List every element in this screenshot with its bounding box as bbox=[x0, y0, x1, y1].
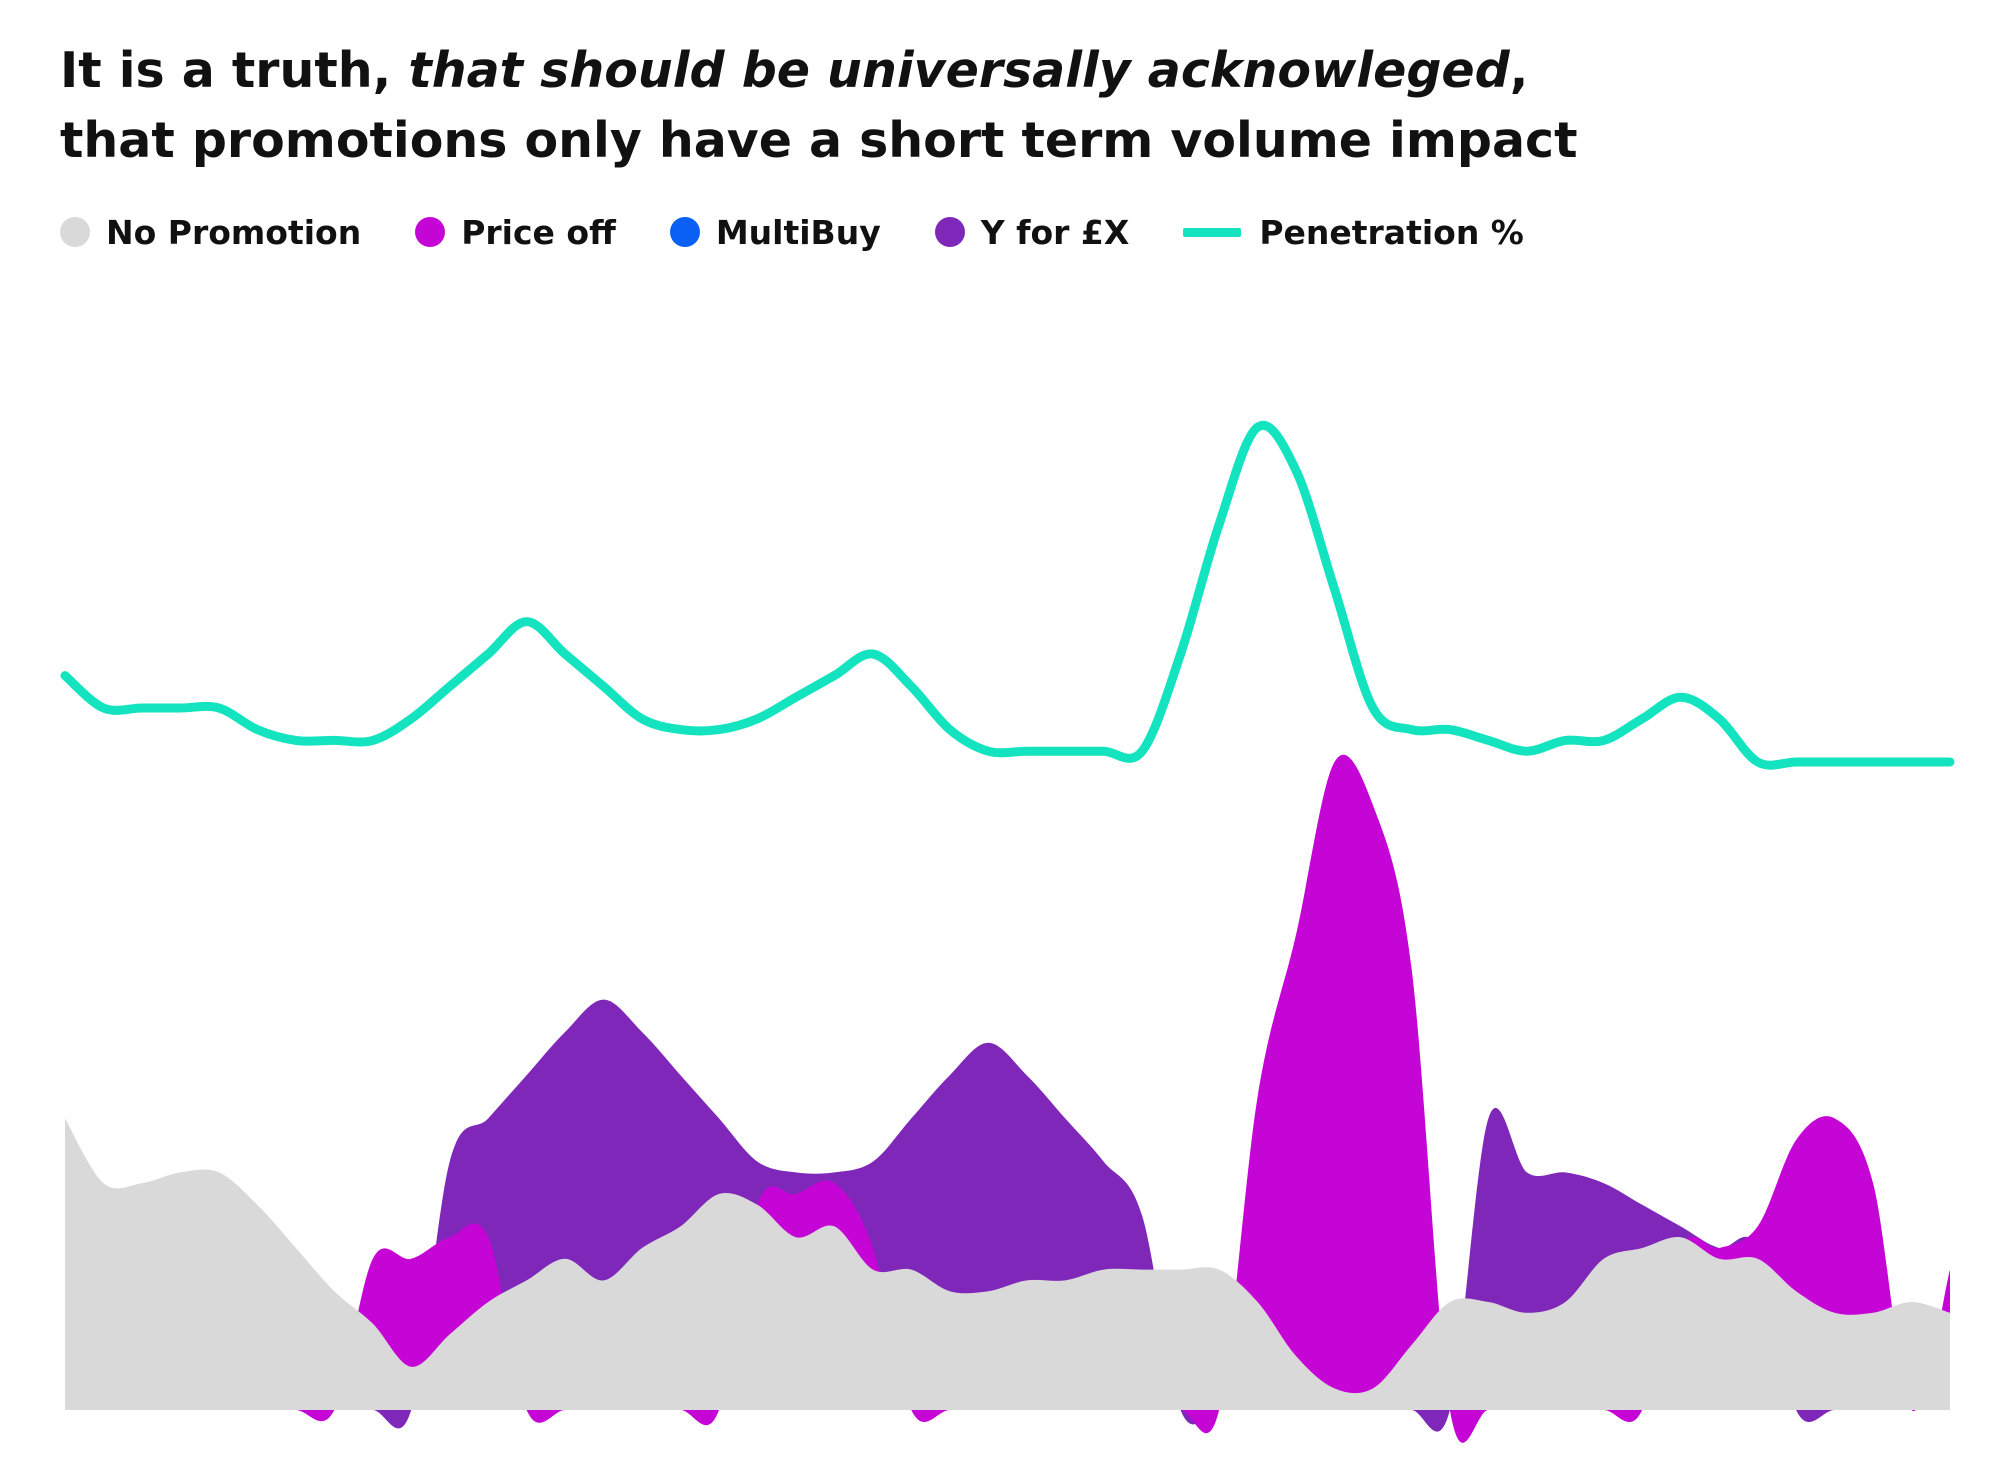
title-line2: that promotions only have a short term v… bbox=[60, 112, 1578, 169]
title-line1-italic: that should be universally acknowleged bbox=[408, 42, 1510, 99]
legend-label-no-promotion: No Promotion bbox=[106, 212, 362, 252]
legend-item-no-promotion: No Promotion bbox=[60, 213, 361, 252]
legend-label-y-for-x: Y for £X bbox=[980, 212, 1130, 252]
legend-label-multibuy: MultiBuy bbox=[715, 212, 881, 252]
legend-swatch-penetration bbox=[1183, 227, 1242, 237]
legend-swatch-price-off bbox=[415, 217, 446, 247]
title-line1-plain: It is a truth, bbox=[60, 42, 409, 99]
series-no-promotion bbox=[65, 1118, 1950, 1410]
legend-item-penetration: Penetration % bbox=[1183, 213, 1524, 252]
chart-title: It is a truth, that should be universall… bbox=[60, 36, 1940, 176]
legend-label-penetration: Penetration % bbox=[1259, 212, 1524, 252]
series-penetration bbox=[60, 420, 1955, 770]
title-line1-end: , bbox=[1509, 42, 1529, 99]
legend-item-multibuy: MultiBuy bbox=[669, 212, 881, 252]
legend-item-y-for-x: Y for £X bbox=[934, 212, 1130, 252]
legend-label-price-off: Price off bbox=[461, 212, 616, 252]
legend-swatch-multibuy bbox=[669, 217, 700, 247]
legend-swatch-no-promotion bbox=[60, 217, 90, 247]
legend-item-price-off: Price off bbox=[415, 213, 616, 252]
chart-legend: No Promotion Price off MultiBuy Y for £X… bbox=[60, 210, 1578, 254]
legend-swatch-y-for-x bbox=[934, 217, 965, 247]
